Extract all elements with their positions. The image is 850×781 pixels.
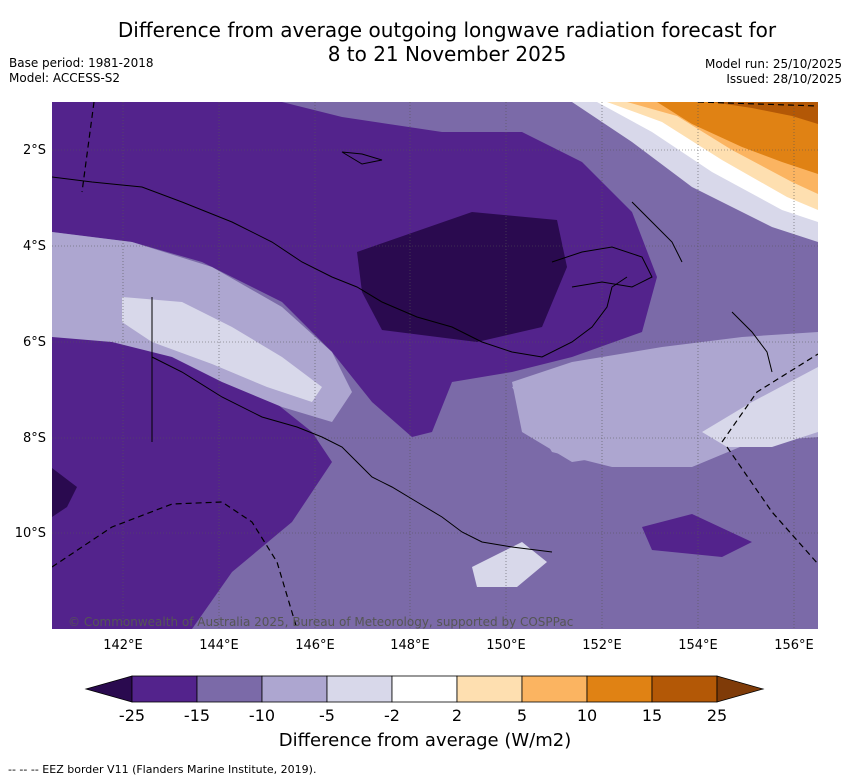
eez-borders (52, 102, 818, 629)
model-name: Model: ACCESS-S2 (9, 71, 121, 85)
colorbar-tick-label: 25 (707, 706, 727, 725)
field-darkest-purple-center (357, 212, 567, 342)
map-field: © Commonwealth of Australia 2025, Bureau… (52, 102, 818, 629)
field-darkest-purple-sw (52, 468, 77, 517)
colorbar-cell (261, 675, 328, 703)
field-dark-purple-west (52, 292, 332, 629)
colorbar-cell (651, 675, 718, 703)
graticule (52, 102, 818, 629)
colorbar-cells (84, 675, 765, 703)
field-orange-northeast (657, 102, 818, 174)
longitude-labels: 142°E 144°E 146°E 148°E 150°E 152°E 154°E 156°E (103, 638, 814, 653)
colorbar-tick-label: 2 (452, 706, 462, 725)
meta-right: Model run: 25/10/2025 Issued: 28/10/2025 (705, 57, 842, 87)
field-pale-band (122, 297, 322, 402)
colorbar-tick-label: -10 (249, 706, 275, 725)
colorbar-cell (391, 675, 458, 703)
lon-label: 142°E (103, 638, 143, 653)
latitude-labels: 2°S 4°S 6°S 8°S 10°S (15, 143, 46, 541)
new-ireland (631, 201, 683, 263)
lat-label: 2°S (23, 143, 46, 158)
colorbar-cell (196, 675, 263, 703)
lon-label: 154°E (678, 638, 718, 653)
coastlines (52, 151, 773, 553)
copyright-notice: © Commonwealth of Australia 2025, Bureau… (68, 615, 573, 629)
colorbar-tick-label: 10 (577, 706, 597, 725)
colorbar-cell (456, 675, 523, 703)
colorbar-tick-label: -25 (119, 706, 145, 725)
lon-label: 146°E (295, 638, 335, 653)
colorbar-tick-label: -15 (184, 706, 210, 725)
lat-label: 4°S (23, 239, 46, 254)
colorbar-cell (521, 675, 588, 703)
lon-label: 156°E (774, 638, 814, 653)
meta-left: Base period: 1981-2018 Model: ACCESS-S2 (9, 56, 154, 86)
new-guinea-north-coast (52, 176, 628, 358)
title-line-2: 8 to 21 November 2025 (327, 42, 567, 66)
new-guinea-south-coast (151, 356, 553, 553)
chart-title: Difference from average outgoing longwav… (0, 18, 850, 66)
lon-label: 148°E (390, 638, 430, 653)
lat-label: 6°S (23, 335, 46, 350)
base-period: Base period: 1981-2018 (9, 56, 154, 70)
colorbar-extend-high (716, 675, 765, 703)
field-pale-southeast (472, 542, 547, 587)
lat-label: 10°S (15, 526, 46, 541)
lat-label: 8°S (23, 431, 46, 446)
colorbar-cell (131, 675, 198, 703)
bougainville (731, 311, 773, 373)
issued-date: Issued: 28/10/2025 (726, 72, 842, 86)
field-dark-purple-southeast (642, 514, 752, 557)
colorbar-cell (326, 675, 393, 703)
new-britain (551, 246, 653, 288)
colorbar-extend-low (84, 675, 133, 703)
field-pale-east (702, 367, 818, 447)
lon-label: 152°E (582, 638, 622, 653)
colorbar-tick-label: -2 (384, 706, 400, 725)
eez-footnote: -- -- -- EEZ border V11 (Flanders Marine… (8, 763, 317, 776)
legend-colorbar: -25 -15 -10 -5 -2 2 5 10 15 25 (84, 675, 765, 725)
lon-label: 150°E (486, 638, 526, 653)
model-run: Model run: 25/10/2025 (704, 57, 842, 71)
field-dark-orange-northeast (712, 102, 818, 124)
colorbar-tick-label: 15 (642, 706, 662, 725)
colorbar-cell (586, 675, 653, 703)
colorbar-tick-label: 5 (517, 706, 527, 725)
legend-title: Difference from average (W/m2) (278, 730, 572, 751)
colorbar-tick-label: -5 (319, 706, 335, 725)
admiralty-islands (341, 151, 383, 165)
colorbar-labels: -25 -15 -10 -5 -2 2 5 10 15 25 (119, 706, 727, 725)
title-line-1: Difference from average outgoing longwav… (117, 18, 777, 42)
olr-anomaly-map: © Commonwealth of Australia 2025, Bureau… (15, 102, 818, 653)
lon-label: 144°E (199, 638, 239, 653)
field-dark-purple-main (52, 102, 657, 437)
